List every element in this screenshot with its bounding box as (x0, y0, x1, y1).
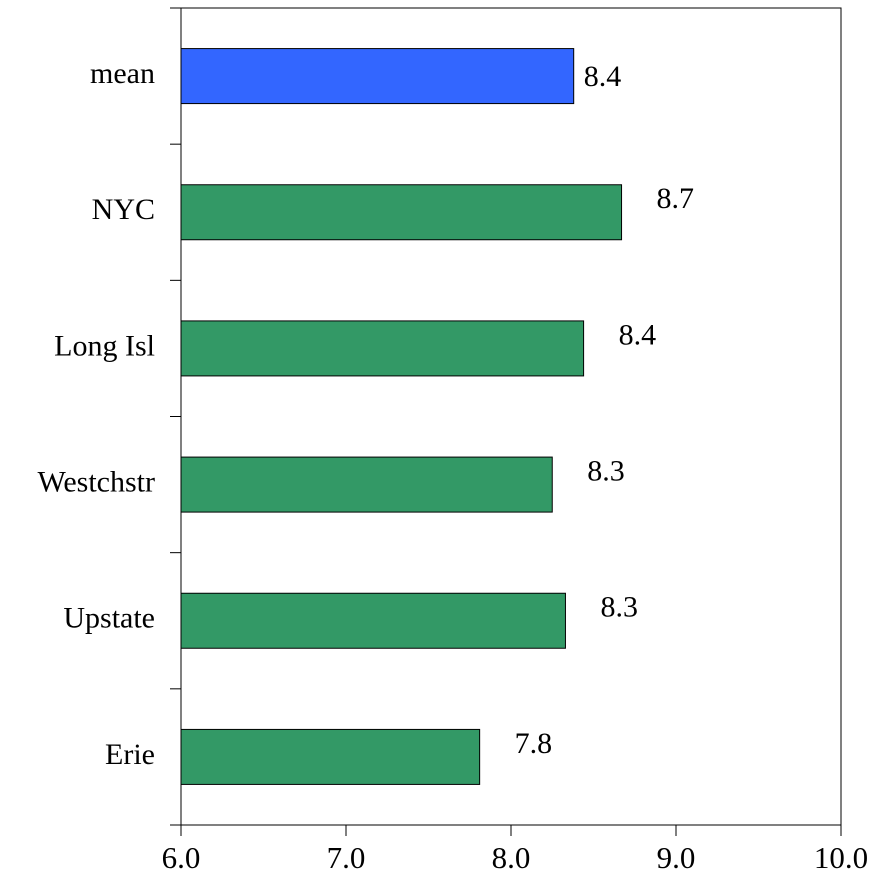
bar (180, 592, 566, 649)
plot-frame (180, 7, 842, 826)
value-label: 8.3 (600, 591, 638, 624)
x-tick-label: 7.0 (327, 840, 366, 875)
y-tick-label: Westchstr (37, 465, 155, 498)
y-tick-label: mean (90, 57, 155, 90)
x-tick-label: 10.0 (814, 840, 868, 875)
bar (180, 48, 575, 105)
bar (180, 728, 481, 785)
y-tick-label: Long Isl (54, 329, 155, 362)
value-label: 8.4 (584, 60, 622, 93)
bar (180, 456, 553, 513)
bar (180, 320, 585, 377)
y-tick-label: NYC (92, 193, 155, 226)
value-label: 8.7 (657, 182, 695, 215)
value-label: 8.4 (619, 318, 657, 351)
value-label: 8.3 (587, 454, 625, 487)
y-tick-label: Erie (105, 738, 155, 771)
x-tick-label: 8.0 (492, 840, 531, 875)
x-tick-label: 6.0 (162, 840, 201, 875)
y-tick-label: Upstate (63, 602, 155, 635)
bar (180, 184, 623, 241)
value-label: 7.8 (515, 727, 553, 760)
x-tick-label: 9.0 (657, 840, 696, 875)
